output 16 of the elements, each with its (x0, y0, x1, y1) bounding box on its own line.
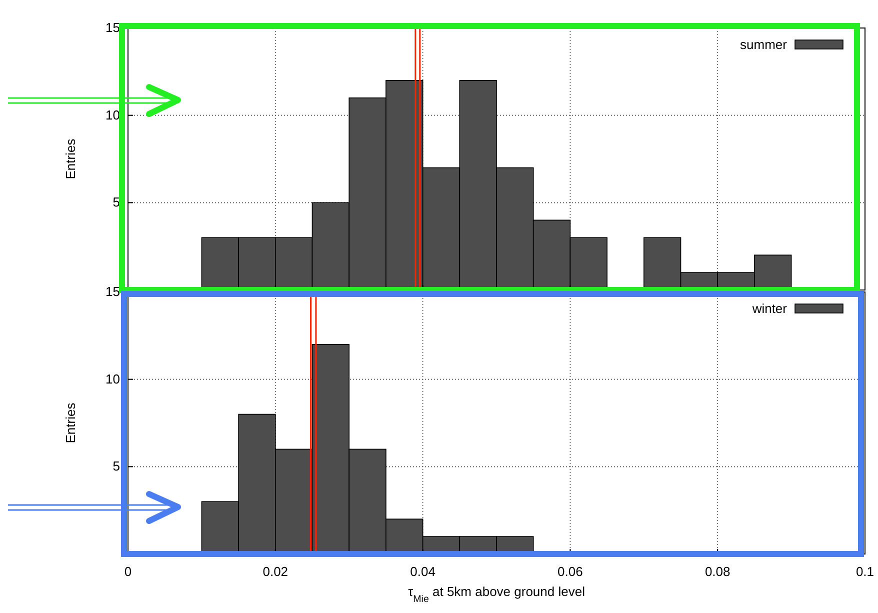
legend-label: summer (740, 37, 788, 52)
x-tick-label: 0.08 (704, 564, 730, 579)
x-tick-label: 0.04 (410, 564, 436, 579)
y-axis-title: Entries (63, 402, 78, 444)
x-tick-label: 0.1 (856, 564, 874, 579)
y-axis-title: Entries (63, 138, 78, 180)
y-tick-label: 5 (112, 458, 120, 474)
x-tick-label: 0 (124, 564, 132, 579)
x-axis-title: τ$_{Mie}$ at 5km above ground level (408, 584, 586, 604)
y-tick-label: 15 (106, 20, 120, 35)
y-tick-label: 5 (112, 194, 120, 210)
x-tick-label: 0.06 (558, 564, 583, 579)
legend-label: winter (751, 301, 788, 316)
x-tick-label: 0.02 (262, 564, 288, 579)
y-tick-label: 15 (106, 284, 120, 299)
y-tick-label: 10 (106, 371, 120, 386)
